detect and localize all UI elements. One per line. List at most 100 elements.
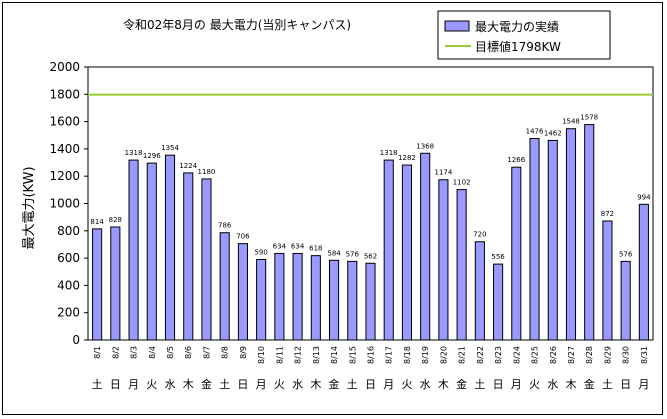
bar-value-label: 1476 [526, 128, 544, 136]
y-tick-label: 1600 [49, 115, 80, 129]
bar [237, 243, 248, 341]
weekday-label: 火 [401, 378, 412, 391]
weekday-label: 月 [256, 378, 267, 391]
bar-value-label: 872 [601, 210, 614, 218]
y-tick-label: 800 [57, 224, 80, 238]
bar-value-label: 1318 [125, 149, 143, 157]
x-tick-label: 8/31 [640, 346, 649, 364]
bar-value-label: 1282 [398, 154, 416, 162]
bar-value-label: 1354 [161, 144, 179, 152]
x-tick-label: 8/22 [476, 346, 485, 364]
bar-value-label: 1548 [562, 118, 580, 126]
x-tick-group: 8/22 [476, 346, 485, 364]
x-tick-group: 8/15 [348, 346, 357, 364]
x-tick-label: 8/13 [312, 346, 321, 364]
x-tick-group: 8/30 [622, 346, 631, 364]
legend: 最大電力の実績 目標値1798KW [437, 10, 611, 60]
bar-value-label: 1102 [453, 179, 471, 187]
x-tick-label: 8/3 [130, 346, 139, 359]
bar-value-label: 1266 [507, 156, 525, 164]
weekday-label: 土 [602, 378, 613, 391]
bar [146, 162, 157, 341]
bars [92, 124, 649, 341]
legend-label-actual: 最大電力の実績 [475, 19, 559, 34]
x-tick-label: 8/16 [367, 346, 376, 364]
bar [110, 226, 121, 341]
chart-svg: 令和02年8月の 最大電力(当別キャンパス) 最大電力の実績 目標値1798KW… [22, 10, 654, 391]
bar [92, 228, 103, 341]
y-axis-label: 最大電力(KW) [22, 166, 37, 249]
y-tick-label: 600 [57, 251, 80, 265]
weekday-label: 水 [292, 378, 303, 391]
weekday-label: 木 [565, 378, 576, 391]
bar-value-label: 576 [346, 250, 360, 258]
legend-bar-swatch [444, 20, 470, 32]
weekday-label: 日 [237, 378, 248, 391]
bar [164, 154, 176, 341]
x-tick-label: 8/15 [348, 346, 357, 364]
x-tick-group: 8/13 [312, 346, 321, 364]
bar-value-label: 706 [236, 233, 250, 241]
x-tick-group: 8/9 [239, 346, 248, 359]
weekday-label: 火 [529, 378, 540, 391]
bar [328, 259, 340, 341]
weekday-label: 日 [365, 378, 376, 391]
x-tick-group: 8/1 [93, 346, 102, 359]
bar-value-label: 1180 [198, 168, 216, 176]
bar [547, 139, 558, 341]
x-tick-group: 8/6 [184, 346, 193, 359]
bar-value-label: 1318 [380, 149, 398, 157]
bar-value-label: 786 [218, 222, 232, 230]
weekday-label: 水 [420, 378, 431, 391]
bar [493, 263, 504, 341]
x-tick-group: 8/10 [257, 346, 266, 364]
legend-box [437, 10, 611, 60]
bar-value-label: 1578 [580, 114, 598, 122]
x-tick-group: 8/27 [567, 346, 576, 364]
x-tick-group: 8/4 [148, 346, 157, 359]
weekday-label: 日 [493, 378, 504, 391]
bar-value-label: 1296 [143, 152, 161, 160]
weekday-label: 月 [383, 378, 394, 391]
weekday-label: 土 [347, 378, 358, 391]
x-tick-label: 8/12 [294, 346, 303, 364]
weekday-label: 金 [201, 377, 212, 391]
bar [602, 220, 613, 341]
weekday-label: 金 [584, 377, 595, 391]
bar [474, 241, 485, 341]
y-tick-label: 1200 [49, 169, 80, 183]
x-tick-group: 8/26 [549, 346, 558, 364]
weekday-label: 土 [92, 378, 103, 391]
x-tick-group: 8/20 [439, 346, 448, 364]
x-tick-group: 8/25 [531, 346, 540, 364]
weekday-label: 月 [128, 378, 139, 391]
bar [529, 138, 540, 341]
x-tick-label: 8/28 [585, 346, 594, 364]
weekday-label: 金 [456, 377, 467, 391]
x-tick-group: 8/16 [367, 346, 376, 364]
y-axis-label-group: 最大電力(KW) [22, 166, 37, 249]
bar [201, 178, 212, 341]
x-tick-label: 8/7 [202, 346, 211, 359]
bar [183, 172, 194, 341]
x-tick-label: 8/9 [239, 346, 248, 359]
bar [584, 124, 595, 341]
x-tick-label: 8/21 [458, 346, 467, 364]
bar-value-label: 634 [291, 242, 305, 250]
bar [274, 252, 285, 341]
x-tick-group: 8/11 [275, 346, 284, 364]
bar-value-label: 634 [273, 242, 287, 250]
x-tick-label: 8/1 [93, 346, 102, 359]
x-tick-label: 8/26 [549, 346, 558, 364]
x-tick-group: 8/28 [585, 346, 594, 364]
bar [383, 159, 394, 341]
bar [128, 159, 139, 341]
x-tick-label: 8/11 [275, 346, 284, 364]
x-tick-group: 8/19 [421, 346, 430, 364]
bar-value-label: 828 [109, 216, 122, 224]
x-tick-group: 8/21 [458, 346, 467, 364]
weekday-label: 日 [110, 378, 121, 391]
bar-value-label: 1368 [416, 142, 434, 150]
bar-value-label: 994 [637, 193, 651, 201]
